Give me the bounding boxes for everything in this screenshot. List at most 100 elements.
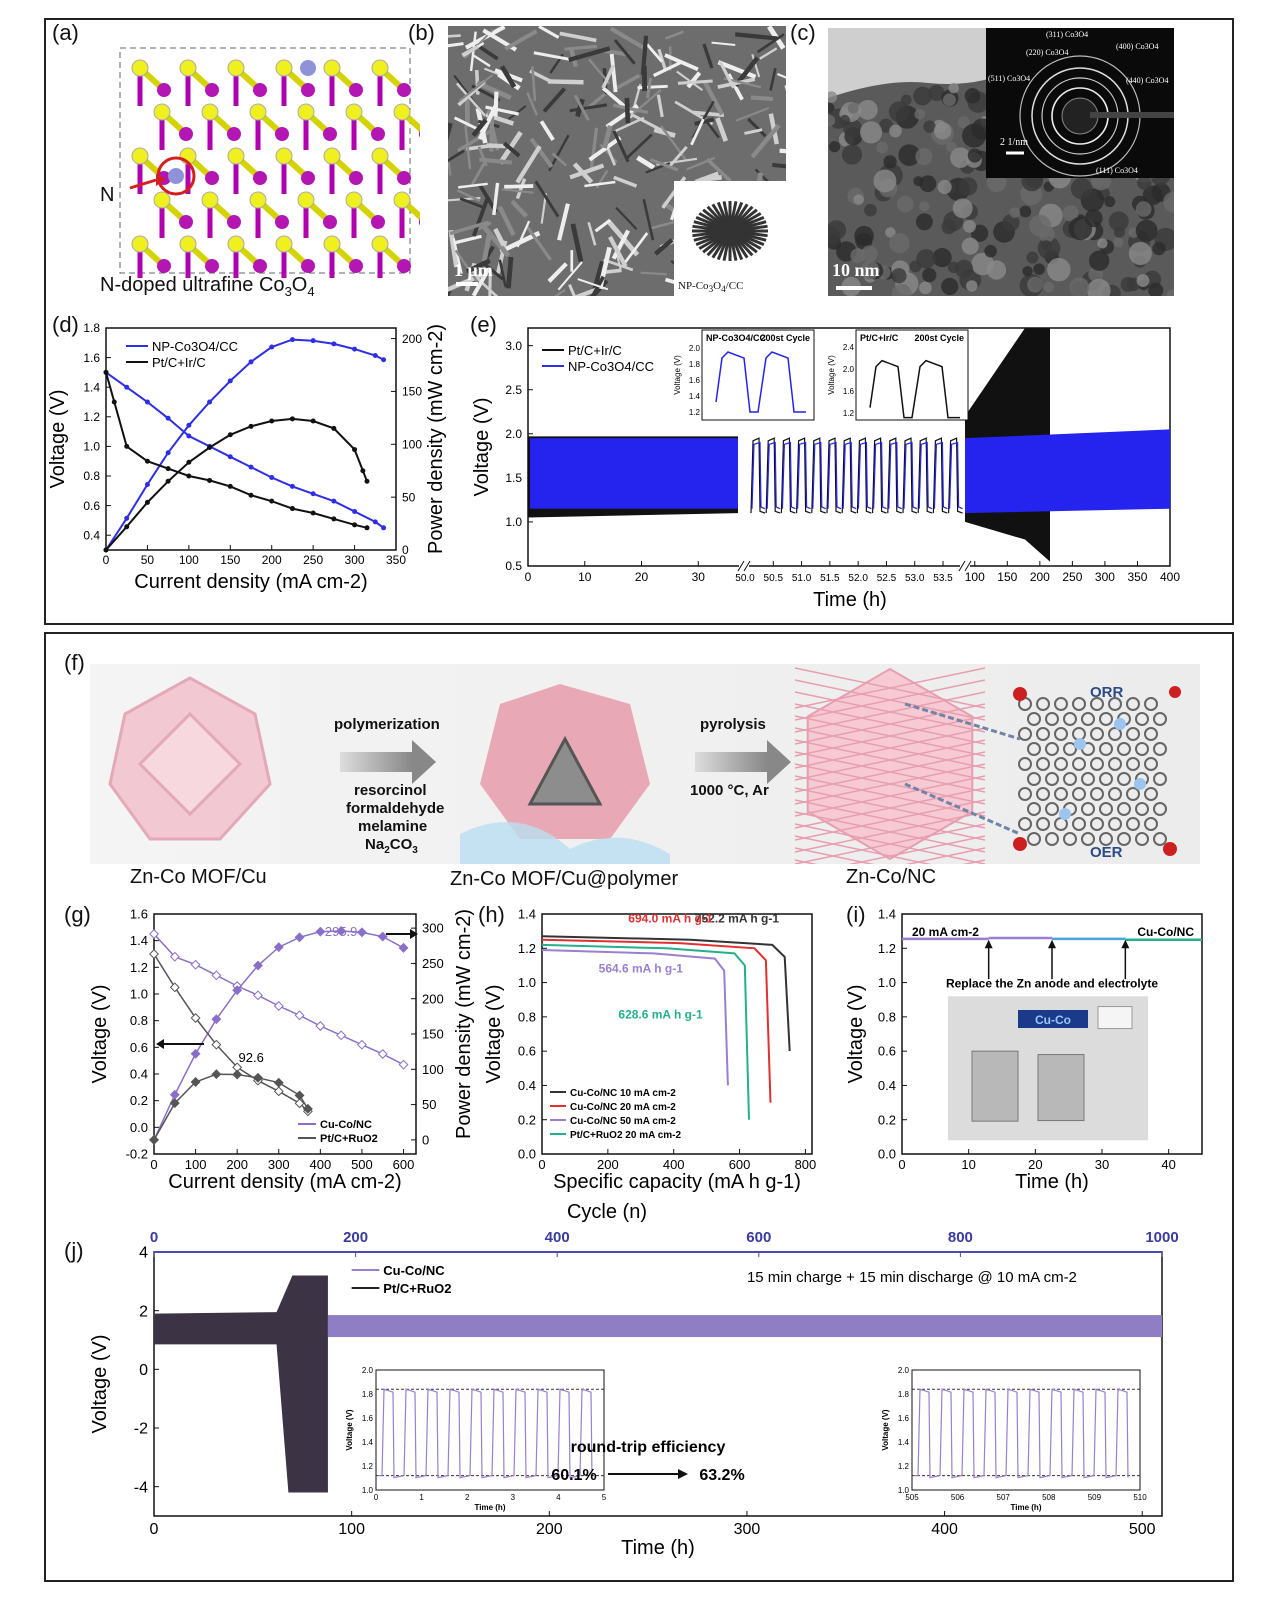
cycle-np xyxy=(903,441,918,510)
data-point xyxy=(352,346,358,352)
inset-y-tick-label: 2.0 xyxy=(362,1366,374,1375)
inset-y-label: Voltage (V) xyxy=(881,1409,890,1451)
cycle-pt xyxy=(902,437,918,514)
frame-strut xyxy=(794,691,986,733)
x-tick-label: 200 xyxy=(262,553,282,567)
nanosheet xyxy=(660,125,688,162)
cycle-np xyxy=(827,441,842,510)
nanosheet xyxy=(486,143,506,149)
data-point xyxy=(149,1134,159,1145)
cobalt-atom xyxy=(201,191,219,209)
cobalt-atom xyxy=(345,103,363,121)
cycle-pt xyxy=(841,437,857,514)
graphene-ring xyxy=(1126,757,1140,771)
nanoparticle xyxy=(1009,207,1021,218)
nanoparticle xyxy=(898,144,921,166)
caption-zn-co-mof: Zn-Co MOF/Cu xyxy=(130,866,267,888)
inset-x-tick-label: 507 xyxy=(997,1493,1011,1502)
y-tick-label: 2.5 xyxy=(505,383,522,397)
nanoparticle xyxy=(1152,241,1166,256)
nanoparticle xyxy=(1142,185,1163,206)
nanosheet xyxy=(711,41,736,46)
top-tick-label: 0 xyxy=(150,1229,158,1246)
nanoparticle xyxy=(919,175,937,193)
metal-site xyxy=(1074,738,1086,750)
y-tick-label: 1.8 xyxy=(83,321,100,335)
nanoparticle xyxy=(923,120,936,133)
nanosheet xyxy=(613,175,638,188)
data-point xyxy=(289,337,295,343)
data-point xyxy=(144,399,150,405)
nanosheet xyxy=(505,256,514,289)
nanosheet xyxy=(449,220,490,236)
legend-label: NP-Co3O4/CC xyxy=(568,359,654,374)
y2-tick-label: 300 xyxy=(422,921,444,936)
cycle-np xyxy=(933,441,948,510)
data-point xyxy=(124,515,130,521)
cobalt-atom xyxy=(131,147,149,165)
nanoparticle xyxy=(1041,240,1052,251)
cycle-np xyxy=(751,441,766,510)
nanosheet xyxy=(652,60,683,78)
y-axis-label: Voltage (V) xyxy=(89,985,111,1084)
discharge-curve xyxy=(541,943,750,1120)
replace-arrow-head xyxy=(984,939,993,949)
oxygen-atom xyxy=(205,259,219,273)
nanosheet xyxy=(705,119,720,139)
inset-x-tick-label: 506 xyxy=(951,1493,965,1502)
nanoparticle xyxy=(950,147,971,168)
inset-title: Pt/C+Ir/C xyxy=(860,333,899,343)
graphene-ring xyxy=(1099,802,1113,816)
nanosheet xyxy=(702,43,714,69)
x-axis-label: Specific capacity (mA h g-1) xyxy=(553,1171,801,1193)
nanosheet xyxy=(471,118,488,138)
y-tick-label: 0.0 xyxy=(878,1147,896,1162)
cobalt-atom xyxy=(249,103,267,121)
nanosheet xyxy=(645,43,663,63)
panel-label-f: (f) xyxy=(64,650,85,675)
frame-strut xyxy=(794,787,986,829)
oxygen-atom xyxy=(253,259,267,273)
inset-frame xyxy=(855,329,969,421)
data-point xyxy=(331,498,337,504)
cycle-pt xyxy=(917,437,933,514)
nanosheet xyxy=(493,227,506,247)
nanosheet xyxy=(584,180,616,188)
cobalt-atom xyxy=(275,147,293,165)
step1-label: polymerization xyxy=(334,716,440,733)
data-point xyxy=(356,1039,367,1050)
frame-strut xyxy=(848,835,986,864)
battery-cell xyxy=(1037,1054,1085,1122)
x-tick-label: 200 xyxy=(226,1157,248,1172)
nanosheet xyxy=(458,182,488,189)
y-tick-label: 0.8 xyxy=(130,1013,148,1028)
reagent-na2co3: Na2CO3 xyxy=(365,836,418,856)
inset-y-tick-label: 1.8 xyxy=(898,1390,910,1399)
nanosheet xyxy=(515,178,527,200)
nanoparticle xyxy=(1070,177,1093,200)
graphene-ring xyxy=(1027,832,1041,846)
data-point xyxy=(111,399,117,405)
saed-ring-400: (400) Co3O4 xyxy=(1116,42,1159,51)
nanoparticle xyxy=(1047,257,1071,282)
x-tick-label: 300 xyxy=(1095,570,1115,584)
nanosheet xyxy=(611,229,630,260)
series-line xyxy=(153,953,309,1112)
x-tick-label: 52.5 xyxy=(877,573,897,584)
chart-d: 0 50 100 150 200 250 300 350 0.4 0.6 0.8 1.0 1.2 1.4 1… xyxy=(48,321,447,593)
cobalt-atom xyxy=(371,59,389,77)
plot-frame xyxy=(541,913,813,1155)
tem-background xyxy=(828,28,1028,98)
nanosheet xyxy=(686,71,702,89)
data-point xyxy=(248,492,254,498)
graphene-ring xyxy=(1054,787,1068,801)
nanosheet xyxy=(734,32,778,41)
nanoparticle xyxy=(1033,263,1045,275)
y-tick-label: 1.2 xyxy=(83,410,100,424)
y2-tick-label: 100 xyxy=(402,437,422,451)
nanosheet xyxy=(759,47,778,60)
cobalt-atom xyxy=(345,191,363,209)
oxygen-atom xyxy=(301,171,315,185)
nanosheet xyxy=(547,79,584,85)
graphene-ring xyxy=(1144,757,1158,771)
